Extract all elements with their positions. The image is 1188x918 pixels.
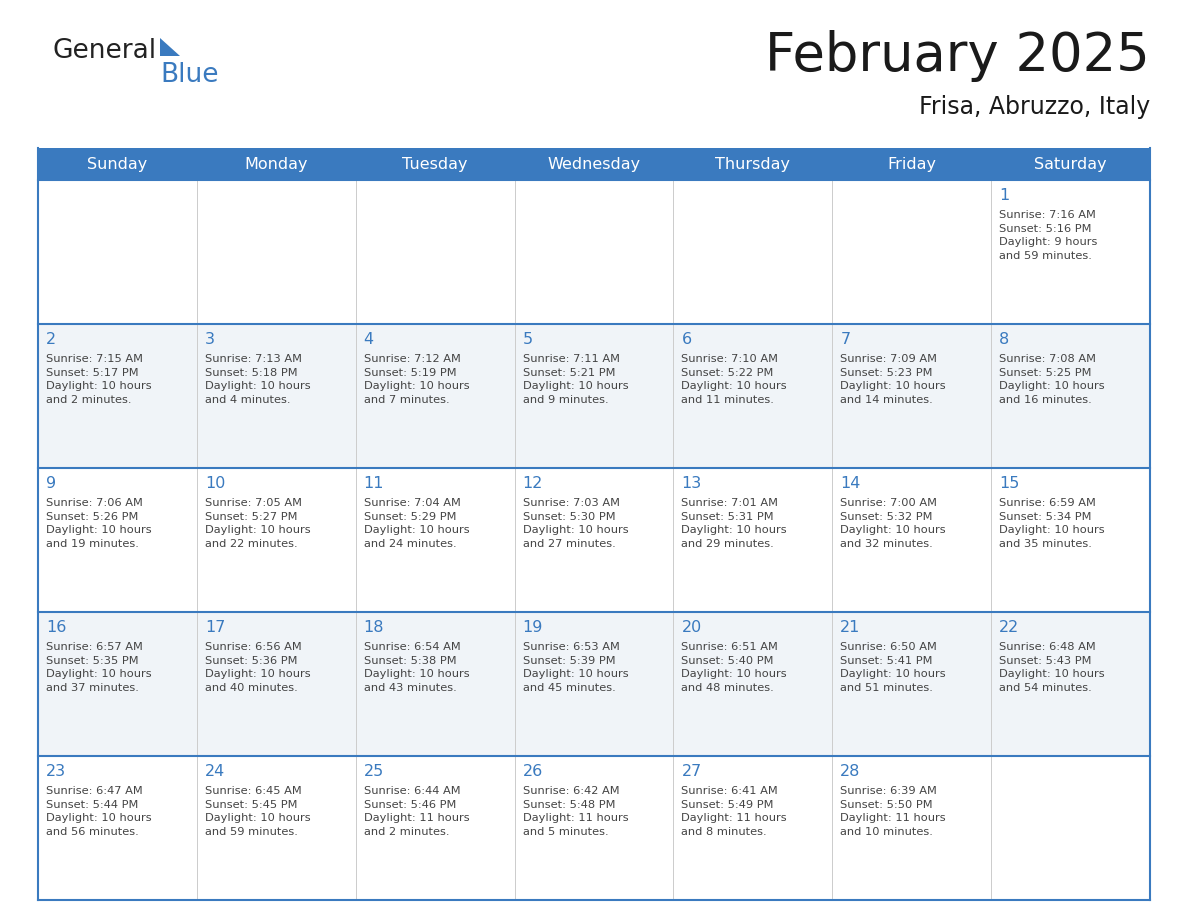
Text: Sunrise: 7:15 AM
Sunset: 5:17 PM
Daylight: 10 hours
and 2 minutes.: Sunrise: 7:15 AM Sunset: 5:17 PM Dayligh… [46, 354, 152, 405]
Bar [38, 180, 1150, 324]
Text: Sunrise: 6:39 AM
Sunset: 5:50 PM
Daylight: 11 hours
and 10 minutes.: Sunrise: 6:39 AM Sunset: 5:50 PM Dayligh… [840, 786, 946, 837]
Text: Sunrise: 6:48 AM
Sunset: 5:43 PM
Daylight: 10 hours
and 54 minutes.: Sunrise: 6:48 AM Sunset: 5:43 PM Dayligh… [999, 642, 1105, 693]
Text: Frisa, Abruzzo, Italy: Frisa, Abruzzo, Italy [918, 95, 1150, 119]
Text: Sunrise: 7:16 AM
Sunset: 5:16 PM
Daylight: 9 hours
and 59 minutes.: Sunrise: 7:16 AM Sunset: 5:16 PM Dayligh… [999, 210, 1098, 261]
Text: Sunrise: 6:44 AM
Sunset: 5:46 PM
Daylight: 11 hours
and 2 minutes.: Sunrise: 6:44 AM Sunset: 5:46 PM Dayligh… [364, 786, 469, 837]
Text: 3: 3 [204, 332, 215, 347]
Text: 18: 18 [364, 620, 384, 635]
Text: Sunrise: 6:42 AM
Sunset: 5:48 PM
Daylight: 11 hours
and 5 minutes.: Sunrise: 6:42 AM Sunset: 5:48 PM Dayligh… [523, 786, 628, 837]
Text: Sunrise: 6:50 AM
Sunset: 5:41 PM
Daylight: 10 hours
and 51 minutes.: Sunrise: 6:50 AM Sunset: 5:41 PM Dayligh… [840, 642, 946, 693]
Text: 28: 28 [840, 764, 860, 779]
Text: Friday: Friday [887, 156, 936, 172]
Text: 15: 15 [999, 476, 1019, 491]
Text: 4: 4 [364, 332, 374, 347]
Text: Sunrise: 7:12 AM
Sunset: 5:19 PM
Daylight: 10 hours
and 7 minutes.: Sunrise: 7:12 AM Sunset: 5:19 PM Dayligh… [364, 354, 469, 405]
Text: Sunrise: 6:47 AM
Sunset: 5:44 PM
Daylight: 10 hours
and 56 minutes.: Sunrise: 6:47 AM Sunset: 5:44 PM Dayligh… [46, 786, 152, 837]
Text: Sunrise: 6:41 AM
Sunset: 5:49 PM
Daylight: 11 hours
and 8 minutes.: Sunrise: 6:41 AM Sunset: 5:49 PM Dayligh… [682, 786, 788, 837]
Text: 22: 22 [999, 620, 1019, 635]
Text: 16: 16 [46, 620, 67, 635]
Text: 2: 2 [46, 332, 56, 347]
Text: Sunrise: 6:59 AM
Sunset: 5:34 PM
Daylight: 10 hours
and 35 minutes.: Sunrise: 6:59 AM Sunset: 5:34 PM Dayligh… [999, 498, 1105, 549]
Text: 25: 25 [364, 764, 384, 779]
Text: 7: 7 [840, 332, 851, 347]
Text: 21: 21 [840, 620, 860, 635]
Text: Sunrise: 7:11 AM
Sunset: 5:21 PM
Daylight: 10 hours
and 9 minutes.: Sunrise: 7:11 AM Sunset: 5:21 PM Dayligh… [523, 354, 628, 405]
Bar [38, 612, 1150, 756]
Text: Monday: Monday [245, 156, 308, 172]
Text: Tuesday: Tuesday [403, 156, 468, 172]
Text: 12: 12 [523, 476, 543, 491]
Bar [38, 324, 1150, 468]
Text: Thursday: Thursday [715, 156, 790, 172]
Bar [38, 756, 1150, 900]
Text: February 2025: February 2025 [765, 30, 1150, 82]
Text: Saturday: Saturday [1035, 156, 1107, 172]
Text: Sunrise: 6:57 AM
Sunset: 5:35 PM
Daylight: 10 hours
and 37 minutes.: Sunrise: 6:57 AM Sunset: 5:35 PM Dayligh… [46, 642, 152, 693]
Bar [38, 468, 1150, 612]
Text: 27: 27 [682, 764, 702, 779]
Text: Sunrise: 7:05 AM
Sunset: 5:27 PM
Daylight: 10 hours
and 22 minutes.: Sunrise: 7:05 AM Sunset: 5:27 PM Dayligh… [204, 498, 310, 549]
Text: Blue: Blue [160, 62, 219, 88]
Bar [38, 148, 1150, 180]
Text: Sunrise: 6:53 AM
Sunset: 5:39 PM
Daylight: 10 hours
and 45 minutes.: Sunrise: 6:53 AM Sunset: 5:39 PM Dayligh… [523, 642, 628, 693]
Text: 14: 14 [840, 476, 860, 491]
Text: Sunrise: 7:09 AM
Sunset: 5:23 PM
Daylight: 10 hours
and 14 minutes.: Sunrise: 7:09 AM Sunset: 5:23 PM Dayligh… [840, 354, 946, 405]
Text: Sunrise: 7:04 AM
Sunset: 5:29 PM
Daylight: 10 hours
and 24 minutes.: Sunrise: 7:04 AM Sunset: 5:29 PM Dayligh… [364, 498, 469, 549]
Text: 9: 9 [46, 476, 56, 491]
Text: 10: 10 [204, 476, 226, 491]
Text: Sunrise: 7:06 AM
Sunset: 5:26 PM
Daylight: 10 hours
and 19 minutes.: Sunrise: 7:06 AM Sunset: 5:26 PM Dayligh… [46, 498, 152, 549]
Text: 5: 5 [523, 332, 532, 347]
Text: 19: 19 [523, 620, 543, 635]
Text: 17: 17 [204, 620, 226, 635]
Text: Wednesday: Wednesday [548, 156, 640, 172]
Text: Sunrise: 7:13 AM
Sunset: 5:18 PM
Daylight: 10 hours
and 4 minutes.: Sunrise: 7:13 AM Sunset: 5:18 PM Dayligh… [204, 354, 310, 405]
Text: Sunrise: 7:01 AM
Sunset: 5:31 PM
Daylight: 10 hours
and 29 minutes.: Sunrise: 7:01 AM Sunset: 5:31 PM Dayligh… [682, 498, 788, 549]
Text: Sunrise: 7:03 AM
Sunset: 5:30 PM
Daylight: 10 hours
and 27 minutes.: Sunrise: 7:03 AM Sunset: 5:30 PM Dayligh… [523, 498, 628, 549]
Text: 6: 6 [682, 332, 691, 347]
Text: Sunrise: 7:08 AM
Sunset: 5:25 PM
Daylight: 10 hours
and 16 minutes.: Sunrise: 7:08 AM Sunset: 5:25 PM Dayligh… [999, 354, 1105, 405]
Text: 26: 26 [523, 764, 543, 779]
Text: Sunrise: 7:00 AM
Sunset: 5:32 PM
Daylight: 10 hours
and 32 minutes.: Sunrise: 7:00 AM Sunset: 5:32 PM Dayligh… [840, 498, 946, 549]
Text: Sunrise: 6:56 AM
Sunset: 5:36 PM
Daylight: 10 hours
and 40 minutes.: Sunrise: 6:56 AM Sunset: 5:36 PM Dayligh… [204, 642, 310, 693]
Text: 13: 13 [682, 476, 702, 491]
Text: 24: 24 [204, 764, 225, 779]
Text: 8: 8 [999, 332, 1010, 347]
Text: General: General [52, 38, 156, 64]
Text: Sunrise: 6:45 AM
Sunset: 5:45 PM
Daylight: 10 hours
and 59 minutes.: Sunrise: 6:45 AM Sunset: 5:45 PM Dayligh… [204, 786, 310, 837]
Text: Sunrise: 6:54 AM
Sunset: 5:38 PM
Daylight: 10 hours
and 43 minutes.: Sunrise: 6:54 AM Sunset: 5:38 PM Dayligh… [364, 642, 469, 693]
Text: Sunday: Sunday [87, 156, 147, 172]
Text: 23: 23 [46, 764, 67, 779]
Text: 20: 20 [682, 620, 702, 635]
Text: Sunrise: 7:10 AM
Sunset: 5:22 PM
Daylight: 10 hours
and 11 minutes.: Sunrise: 7:10 AM Sunset: 5:22 PM Dayligh… [682, 354, 788, 405]
Text: Sunrise: 6:51 AM
Sunset: 5:40 PM
Daylight: 10 hours
and 48 minutes.: Sunrise: 6:51 AM Sunset: 5:40 PM Dayligh… [682, 642, 788, 693]
Text: 1: 1 [999, 188, 1010, 203]
Text: 11: 11 [364, 476, 384, 491]
Polygon shape [160, 38, 181, 56]
